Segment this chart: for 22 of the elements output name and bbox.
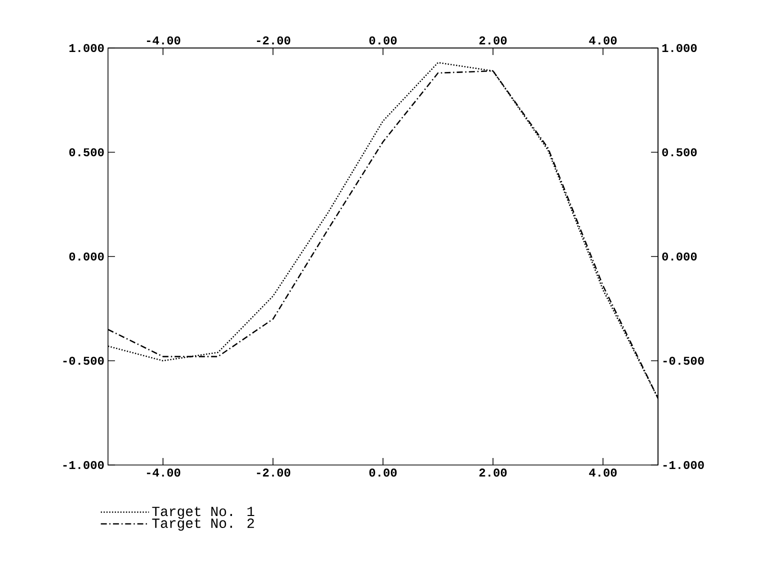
x-tick-label: 0.00 [369,468,397,477]
y-tick-label: 0.500 [662,148,697,156]
y2-tick-label: 1.000 [69,44,104,52]
y2-tick-label: 0.500 [69,148,104,156]
y2-tick-label: -0.500 [63,356,104,365]
x-tick-label: -4.00 [146,468,180,477]
x-tick-label: -2.00 [256,468,290,477]
x2-tick-label: 0.00 [369,36,397,44]
x-tick-label: 2.00 [479,468,507,477]
x2-tick-label: -2.00 [256,36,290,44]
y-tick-label: 1.000 [662,44,697,52]
x2-tick-label: 4.00 [589,36,617,44]
y-tick-label: 0.000 [662,252,697,261]
x2-tick-label: 2.00 [479,36,507,44]
x2-tick-label: -4.00 [146,36,180,44]
y-tick-label: -0.500 [663,356,704,365]
y2-tick-label: -1.000 [63,460,104,470]
legend-label: Target No. 1 [152,506,254,519]
y2-tick-label: 0.000 [69,252,104,261]
legend-label: Target No. 2 [152,518,254,531]
y-tick-label: -1.000 [663,460,704,470]
x-tick-label: 4.00 [589,468,617,477]
